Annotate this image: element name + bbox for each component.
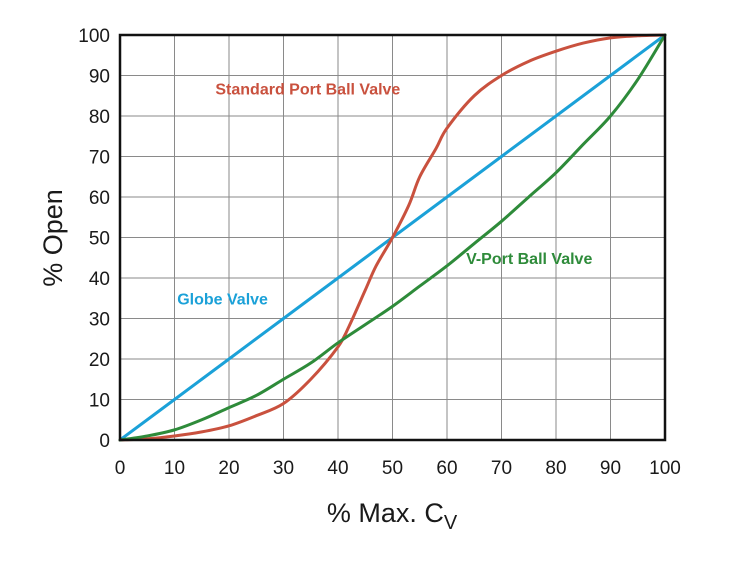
x-tick-label-30: 30 bbox=[273, 458, 294, 479]
y-tick-label-50: 50 bbox=[89, 229, 110, 250]
series-label-standard-port-ball-valve: Standard Port Ball Valve bbox=[215, 82, 400, 99]
series-line-standard-port-ball-valve bbox=[118, 33, 667, 442]
series-label-globe-valve: Globe Valve bbox=[177, 291, 268, 308]
series-lines bbox=[118, 33, 667, 442]
series-label-v-port-ball-valve: V-Port Ball Valve bbox=[466, 251, 592, 268]
x-tick-label-80: 80 bbox=[545, 458, 566, 479]
x-tick-label-90: 90 bbox=[600, 458, 621, 479]
x-tick-label-20: 20 bbox=[218, 458, 239, 479]
x-tick-label-60: 60 bbox=[436, 458, 457, 479]
x-axis-title: % Max. CV bbox=[327, 498, 458, 534]
x-tick-label-40: 40 bbox=[327, 458, 348, 479]
y-tick-label-10: 10 bbox=[89, 391, 110, 412]
y-tick-label-80: 80 bbox=[89, 107, 110, 128]
y-tick-label-70: 70 bbox=[89, 148, 110, 169]
y-tick-label-100: 100 bbox=[78, 26, 110, 47]
tick-labels: 0 10 20 30 40 50 60 70 80 90 100 0 10 20 30 40 50 60 70 80 9… bbox=[78, 26, 681, 479]
y-tick-label-90: 90 bbox=[89, 67, 110, 88]
y-tick-label-0: 0 bbox=[99, 431, 110, 452]
x-axis-title-main: % Max. C bbox=[327, 498, 444, 528]
series-labels: Globe Valve Standard Port Ball Valve V-Por… bbox=[177, 82, 592, 309]
x-tick-label-100: 100 bbox=[649, 458, 681, 479]
y-tick-label-60: 60 bbox=[89, 188, 110, 209]
x-axis-title-subscript: V bbox=[444, 512, 458, 534]
x-tick-label-0: 0 bbox=[115, 458, 126, 479]
x-tick-label-70: 70 bbox=[491, 458, 512, 479]
plot-frame bbox=[118, 33, 667, 442]
y-tick-label-30: 30 bbox=[89, 310, 110, 331]
y-axis-title: % Open bbox=[38, 189, 68, 287]
x-tick-label-50: 50 bbox=[382, 458, 403, 479]
y-tick-label-20: 20 bbox=[89, 350, 110, 371]
series-line-v-port-ball-valve bbox=[118, 33, 667, 442]
x-tick-label-10: 10 bbox=[164, 458, 185, 479]
y-tick-label-40: 40 bbox=[89, 269, 110, 290]
